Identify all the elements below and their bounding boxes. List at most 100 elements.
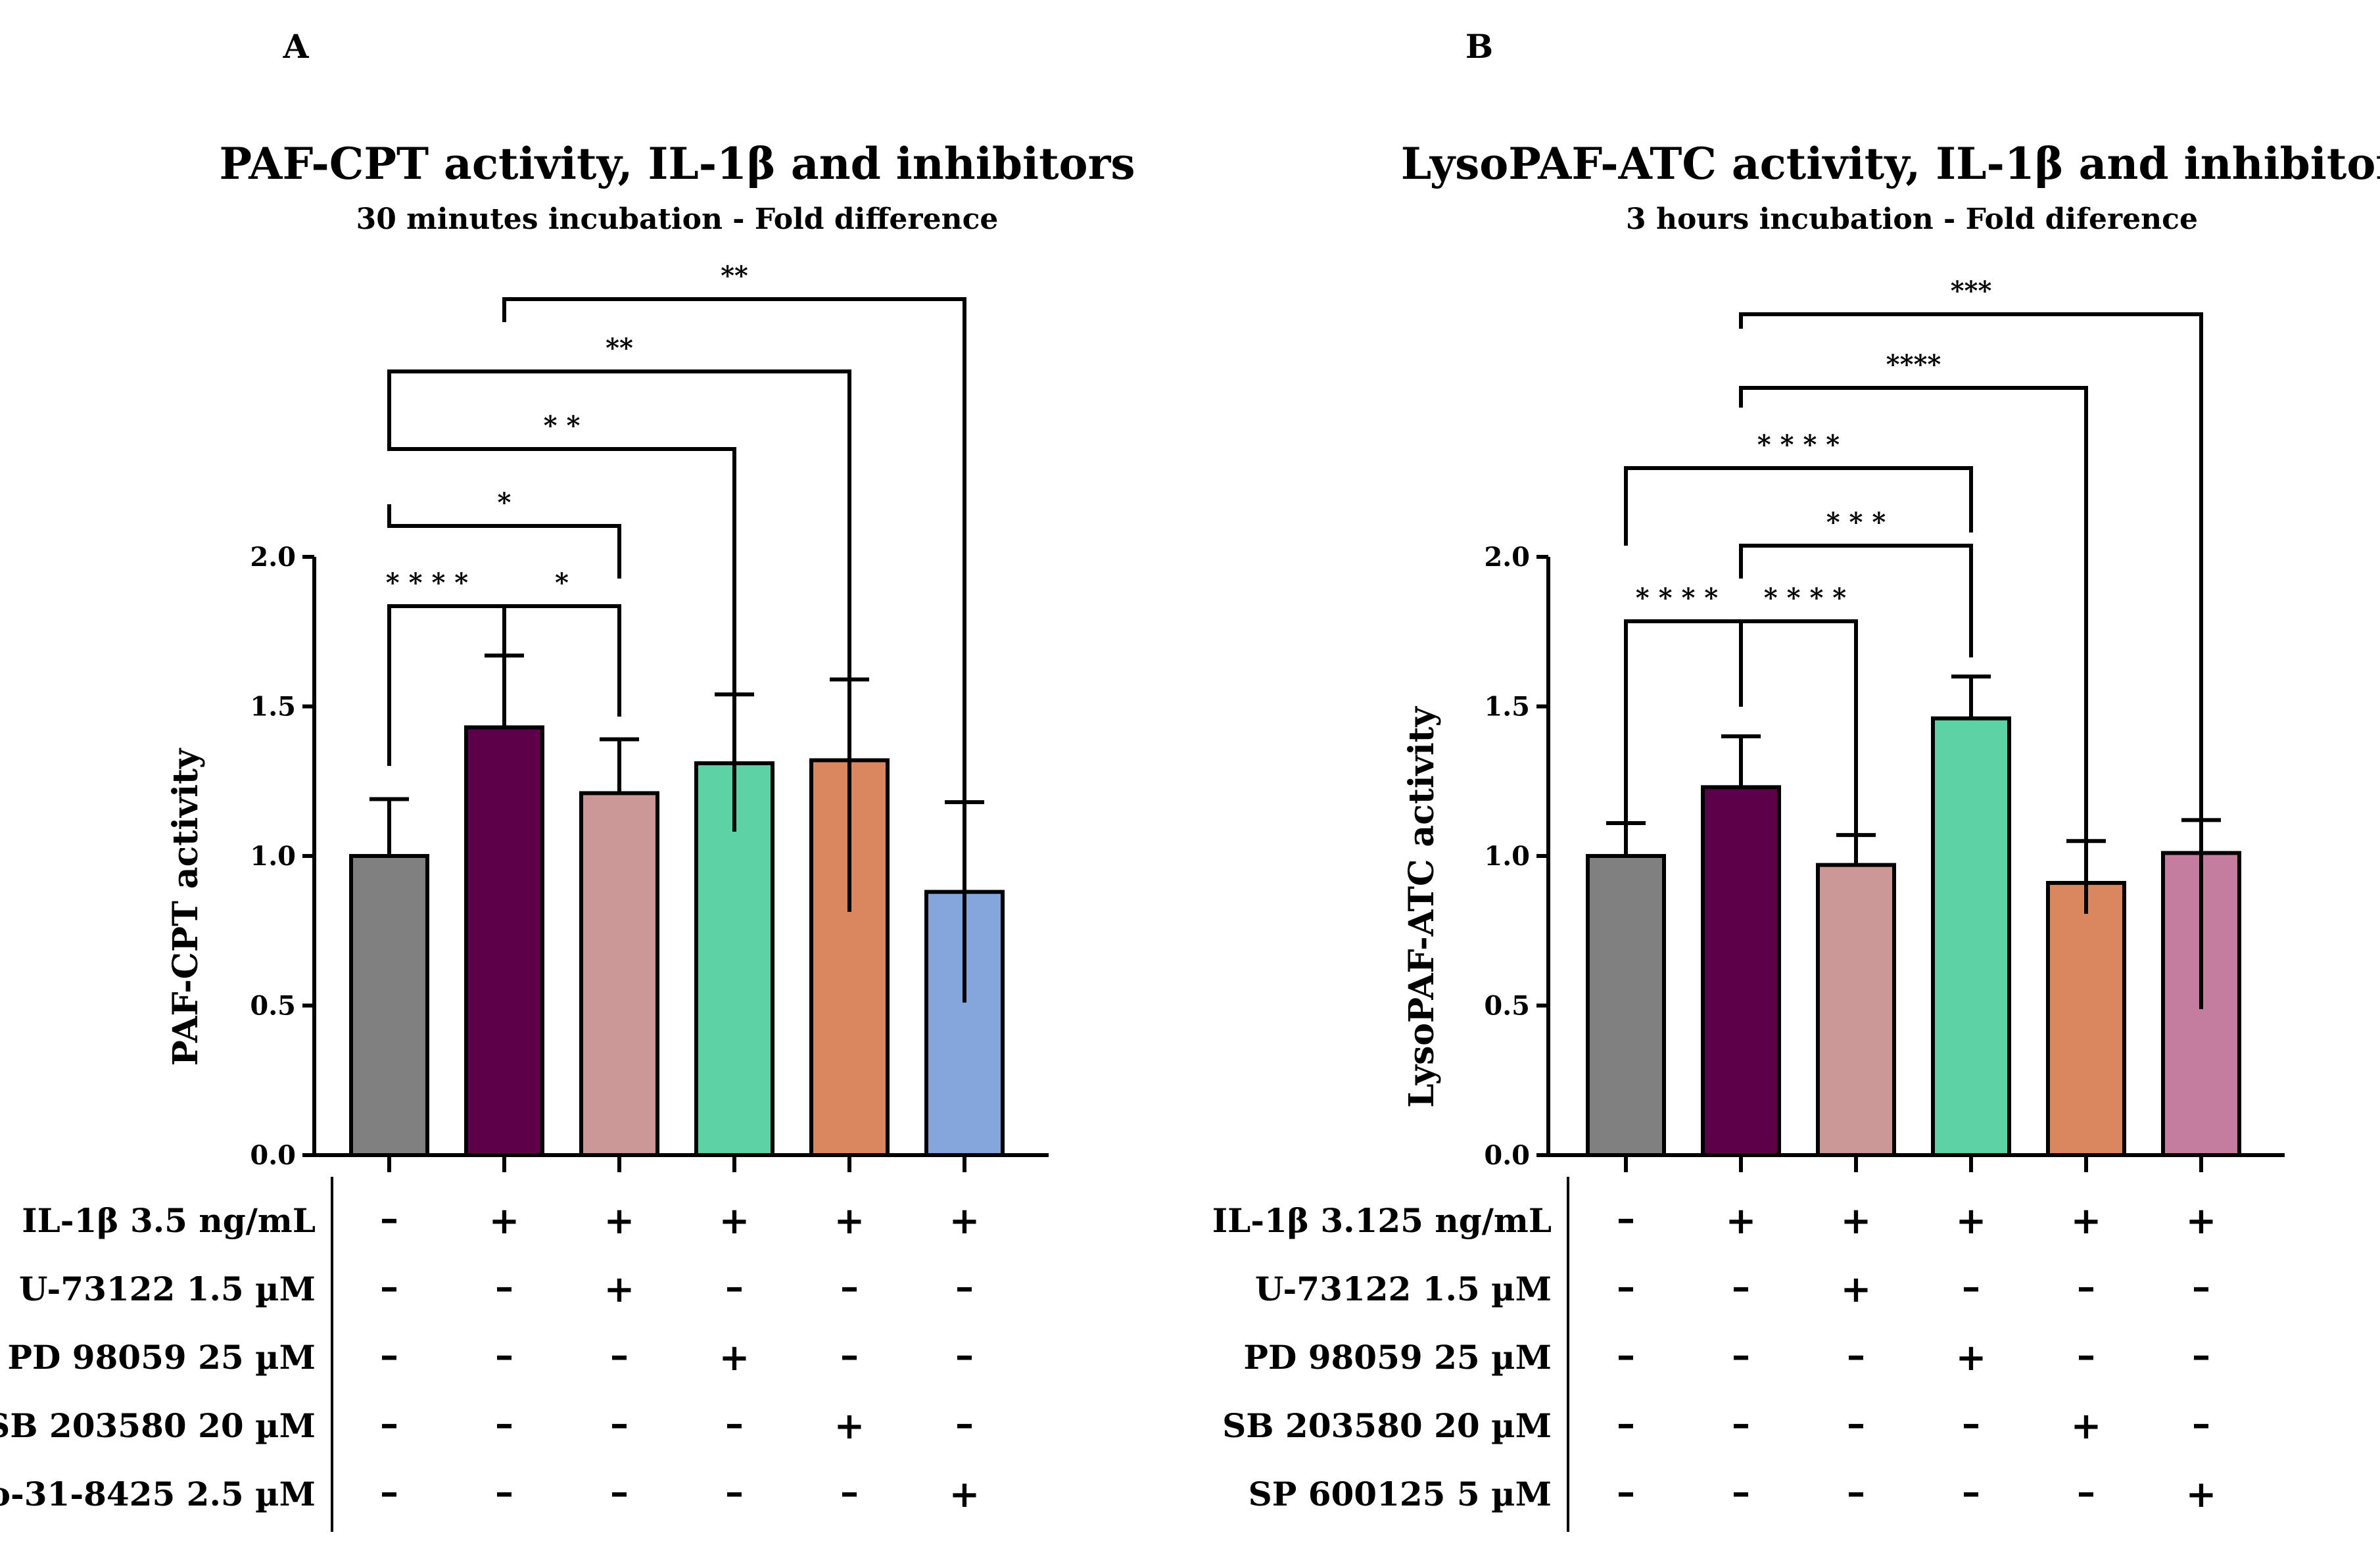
y-tick-label: 1.5 (250, 692, 296, 723)
minus-sign: – (1617, 1470, 1635, 1513)
minus-sign: – (1617, 1402, 1635, 1445)
treatment-label: PD 98059 25 µM (7, 1338, 316, 1377)
significance-label: * (555, 567, 569, 598)
minus-sign: – (380, 1265, 398, 1308)
significance-label: * * * * (1764, 582, 1847, 613)
significance-bracket (387, 422, 736, 832)
minus-sign: – (1617, 1197, 1635, 1240)
bar (1586, 854, 1666, 1157)
minus-sign: – (380, 1333, 398, 1377)
bar (1931, 716, 2011, 1157)
treatment-label: SP 600125 5 µM (1249, 1475, 1552, 1513)
y-tick-label: 1.0 (1484, 841, 1530, 872)
plus-sign: + (949, 1473, 980, 1516)
treatment-label: SB 203580 20 µM (1222, 1406, 1552, 1445)
chart-a-subtitle: 30 minutes incubation - Fold difference (356, 202, 999, 236)
minus-sign: – (2077, 1333, 2095, 1377)
treatment-label: Ro-31-8425 2.5 µM (0, 1475, 316, 1513)
minus-sign: – (1732, 1402, 1750, 1445)
y-tick-label: 2.0 (250, 542, 296, 573)
minus-sign: – (1962, 1402, 1980, 1445)
minus-sign: – (840, 1333, 859, 1377)
minus-sign: – (1617, 1333, 1635, 1377)
minus-sign: – (725, 1470, 744, 1513)
chart-b-ylabel: LysoPAF-ATC activity (1402, 705, 1442, 1108)
significance-bracket (1739, 619, 1858, 835)
plus-sign: + (1956, 1199, 1987, 1243)
y-tick-label: 0.0 (250, 1140, 296, 1171)
bar (349, 854, 429, 1157)
plus-sign: + (949, 1199, 980, 1243)
panel-label-a: A (283, 27, 310, 66)
minus-sign: – (1847, 1333, 1865, 1377)
plus-sign: + (719, 1336, 750, 1379)
treatment-label: IL-1β 3.125 ng/mL (1212, 1201, 1552, 1240)
plus-sign: + (604, 1199, 635, 1243)
chart-a-ylabel: PAF-CPT activity (166, 748, 206, 1066)
significance-bracket (387, 604, 506, 766)
significance-label: * * * * (1636, 582, 1719, 613)
plus-sign: + (2186, 1473, 2217, 1516)
significance-bracket (387, 504, 621, 579)
chart-b-plot: 0.00.51.01.52.0******** * * ** * ** * * … (1212, 275, 2285, 1532)
minus-sign: – (725, 1402, 744, 1445)
significance-bracket (502, 297, 966, 1003)
y-tick-label: 1.5 (1484, 692, 1530, 723)
significance-bracket (1739, 544, 1973, 657)
minus-sign: – (840, 1470, 859, 1513)
bar (464, 725, 544, 1157)
chart-a-svg: A PAF-CPT activity, IL-1β and inhibitors… (0, 27, 1135, 1532)
minus-sign: – (1962, 1470, 1980, 1513)
minus-sign: – (955, 1265, 974, 1308)
minus-sign: – (840, 1265, 859, 1308)
treatment-label: IL-1β 3.5 ng/mL (22, 1201, 316, 1240)
significance-bracket (1739, 386, 2088, 914)
minus-sign: – (380, 1470, 398, 1513)
treatment-label: U-73122 1.5 µM (1255, 1270, 1552, 1308)
minus-sign: – (2192, 1333, 2210, 1377)
chart-a-title: PAF-CPT activity, IL-1β and inhibitors (219, 138, 1135, 189)
significance-label: *** (1951, 275, 1992, 306)
minus-sign: – (1847, 1402, 1865, 1445)
significance-label: ** (721, 260, 748, 291)
minus-sign: – (955, 1333, 974, 1377)
plus-sign: + (604, 1268, 635, 1311)
minus-sign: – (1962, 1265, 1980, 1308)
chart-b-title: LysoPAF-ATC activity, IL-1β and inhibito… (1401, 138, 2380, 189)
plus-sign: + (2071, 1404, 2102, 1448)
plus-sign: + (834, 1404, 865, 1448)
minus-sign: – (725, 1265, 744, 1308)
minus-sign: – (495, 1402, 513, 1445)
plus-sign: + (489, 1199, 520, 1243)
treatment-label: SB 203580 20 µM (0, 1406, 316, 1445)
chart-a-plot: 0.0 0.5 1.0 1.5 2.0 ** ** * * * * * * * * IL-1β 3.5… (0, 260, 1049, 1532)
minus-sign: – (1732, 1333, 1750, 1377)
y-tick-label: 0.0 (1484, 1140, 1530, 1171)
panel-a: A PAF-CPT activity, IL-1β and inhibitors… (0, 27, 1135, 1532)
significance-label: ** (606, 333, 633, 364)
minus-sign: – (1732, 1265, 1750, 1308)
minus-sign: – (2192, 1402, 2210, 1445)
significance-bracket (387, 369, 851, 912)
significance-bracket (1739, 312, 2203, 1009)
minus-sign: – (380, 1402, 398, 1445)
minus-sign: – (2077, 1265, 2095, 1308)
significance-bracket (504, 604, 621, 717)
minus-sign: – (495, 1265, 513, 1308)
y-tick-label: 0.5 (1484, 991, 1530, 1022)
y-tick-label: 1.0 (250, 841, 296, 872)
minus-sign: – (2077, 1470, 2095, 1513)
minus-sign: – (1732, 1470, 1750, 1513)
minus-sign: – (1617, 1265, 1635, 1308)
plus-sign: + (2071, 1199, 2102, 1243)
chart-b-svg: B LysoPAF-ATC activity, IL-1β and inhibi… (1212, 27, 2380, 1532)
minus-sign: – (955, 1402, 974, 1445)
significance-label: * * * (1826, 507, 1886, 538)
minus-sign: – (495, 1333, 513, 1377)
significance-bracket (1624, 466, 1973, 546)
minus-sign: – (610, 1470, 629, 1513)
plus-sign: + (834, 1199, 865, 1243)
bar (1816, 863, 1896, 1158)
panel-label-b: B (1465, 27, 1493, 66)
minus-sign: – (1847, 1470, 1865, 1513)
